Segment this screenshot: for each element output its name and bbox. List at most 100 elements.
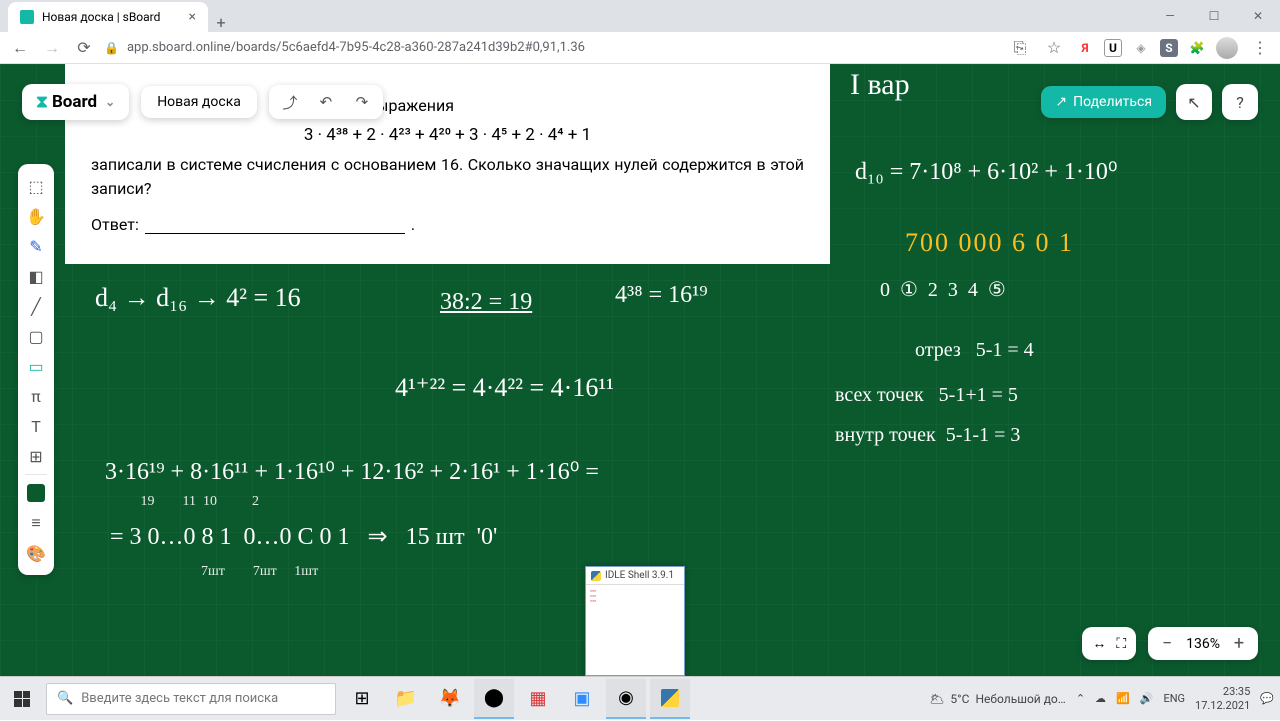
menu-icon[interactable]: ⋮ [1248, 36, 1272, 60]
pi-tool[interactable]: π [22, 382, 50, 410]
weather-widget[interactable]: 🌥 5°C Небольшой до… [929, 692, 1066, 706]
pdf-icon[interactable]: ▦ [518, 679, 558, 719]
url-bar[interactable]: 🔒 app.sboard.online/boards/5c6aefd4-7b95… [104, 40, 1000, 55]
firefox-icon[interactable]: 🦊 [430, 679, 470, 719]
shape-tool[interactable]: ▢ [22, 322, 50, 350]
install-app-icon[interactable]: ⎘ [1008, 36, 1032, 60]
obs-icon[interactable]: ◉ [606, 679, 646, 719]
palette-tool[interactable]: 🎨 [22, 539, 50, 567]
close-button[interactable]: ✕ [1236, 0, 1280, 32]
ext-cube-icon[interactable]: ◈ [1132, 39, 1150, 57]
yandex-ext-icon[interactable]: Я [1076, 39, 1094, 57]
date: 17.12.2021 [1195, 699, 1250, 712]
zoom-out-button[interactable]: − [1158, 633, 1176, 654]
zoom-in-button[interactable]: + [1230, 633, 1248, 654]
problem-question: записали в системе счисления с основание… [91, 153, 804, 201]
share-label: Поделиться [1073, 94, 1152, 110]
logo-text: Board [52, 92, 97, 112]
grid-tool[interactable]: ⊞ [22, 442, 50, 470]
ext-u-icon[interactable]: U [1104, 39, 1122, 57]
hand-tool[interactable]: ✋ [22, 202, 50, 230]
stroke-width-tool[interactable]: ≡ [22, 509, 50, 537]
hw-otrez: отрез 5-1 = 4 [915, 339, 1034, 361]
zoom-level: 136% [1186, 636, 1220, 652]
upload-icon[interactable]: ⤴ [279, 91, 301, 113]
chrome-icon[interactable]: ⬤ [474, 679, 514, 719]
tab-close-icon[interactable]: × [189, 9, 196, 25]
hw-d10: d₁₀ = 7·10⁸ + 6·10² + 1·10⁰ [855, 159, 1118, 185]
problem-expression: 3 · 4³⁸ + 2 · 4²³ + 4²⁰ + 3 · 4⁵ + 2 · 4… [91, 125, 804, 145]
hw-d4: d₄ → d₁₆ → 4² = 16 [95, 284, 301, 313]
help-button[interactable]: ? [1222, 84, 1258, 120]
text-tool[interactable]: T [22, 412, 50, 440]
hw-sum: 3·16¹⁹ + 8·16¹¹ + 1·16¹⁰ + 12·16² + 2·16… [105, 459, 599, 485]
view-controls: ↔ ⛶ [1082, 627, 1136, 660]
weather-icon: 🌥 [929, 692, 944, 706]
bookmark-star-icon[interactable]: ☆ [1042, 36, 1066, 60]
browser-tab[interactable]: Новая доска | sBoard × [8, 2, 208, 32]
taskbar-thumbnail[interactable]: IDLE Shell 3.9.1 >>> >>> >>> [585, 566, 685, 676]
python-idle-icon[interactable] [650, 679, 690, 719]
chevron-down-icon[interactable]: ⌄ [105, 95, 115, 109]
start-button[interactable] [0, 677, 44, 721]
tab-title: Новая доска | sBoard [42, 10, 160, 24]
language-indicator[interactable]: ENG [1163, 692, 1185, 705]
browser-titlebar: Новая доска | sBoard × + — ☐ ✕ [0, 0, 1280, 32]
line-tool[interactable]: ╱ [22, 292, 50, 320]
volume-icon[interactable]: 🔊 [1140, 692, 1154, 705]
zoom-app-icon[interactable]: ▣ [562, 679, 602, 719]
reload-button[interactable]: ⟳ [72, 36, 96, 60]
hw-result: = 3 0…0 8 1 0…0 C 0 1 ⇒ 15 шт '0' [110, 524, 497, 550]
sboard-logo[interactable]: ⧗ Board ⌄ [22, 84, 129, 120]
notifications-icon[interactable]: 💬 [1260, 692, 1274, 705]
ext-puzzle-icon[interactable]: 🧩 [1188, 39, 1206, 57]
share-icon: ↗ [1055, 94, 1067, 110]
taskbar-search[interactable]: 🔍 Введите здесь текст для поиска [46, 683, 336, 715]
fit-width-icon[interactable]: ↔ [1092, 635, 1106, 652]
share-button[interactable]: ↗ Поделиться [1041, 86, 1166, 118]
system-tray: 🌥 5°C Небольшой до… ⌃ ☁ 📶 🔊 ENG 23:35 17… [929, 685, 1280, 711]
minimize-button[interactable]: — [1148, 0, 1192, 32]
hw-result-sub: 7шт 7шт 1шт [180, 564, 318, 579]
new-tab-button[interactable]: + [208, 13, 234, 32]
library-tool[interactable]: ▭ [22, 352, 50, 380]
search-placeholder: Введите здесь текст для поиска [81, 691, 278, 706]
wifi-icon[interactable]: 📶 [1116, 692, 1130, 705]
cloud-icon[interactable]: ☁ [1095, 692, 1106, 705]
select-tool[interactable]: ⬚ [22, 172, 50, 200]
zoom-controls: − 136% + [1148, 627, 1258, 660]
fullscreen-icon[interactable]: ⛶ [1116, 636, 1126, 652]
windows-logo-icon [14, 691, 30, 707]
redo-icon[interactable]: ↷ [351, 91, 373, 113]
clock[interactable]: 23:35 17.12.2021 [1195, 685, 1250, 711]
weather-desc: Небольшой до… [975, 692, 1065, 706]
back-button[interactable]: ← [8, 36, 32, 60]
task-view-icon[interactable]: ⊞ [342, 679, 382, 719]
url-text: app.sboard.online/boards/5c6aefd4-7b95-4… [127, 40, 585, 55]
explorer-icon[interactable]: 📁 [386, 679, 426, 719]
document-name[interactable]: Новая доска [141, 86, 257, 118]
bolt-icon: ⧗ [36, 92, 48, 112]
ext-s-icon[interactable]: S [1160, 39, 1178, 57]
hw-4pow38: 4³⁸ = 16¹⁹ [615, 282, 708, 308]
eraser-tool[interactable]: ◧ [22, 262, 50, 290]
pen-tool[interactable]: ✎ [22, 232, 50, 260]
tray-chevron-icon[interactable]: ⌃ [1076, 692, 1085, 705]
hw-vsex: всех точек 5-1+1 = 5 [835, 384, 1018, 406]
thumbnail-title: IDLE Shell 3.9.1 [586, 567, 684, 585]
cursor-tool-button[interactable]: ↖ [1176, 84, 1212, 120]
answer-label: Ответ: [91, 215, 139, 234]
undo-icon[interactable]: ↶ [315, 91, 337, 113]
maximize-button[interactable]: ☐ [1192, 0, 1236, 32]
taskbar-apps: ⊞ 📁 🦊 ⬤ ▦ ▣ ◉ [342, 679, 690, 719]
color-swatch[interactable] [22, 479, 50, 507]
python-icon [591, 571, 601, 581]
hw-positions: 0 ① 2 3 4 ⑤ [880, 279, 1006, 301]
time: 23:35 [1195, 685, 1250, 698]
search-icon: 🔍 [57, 691, 73, 706]
lock-icon: 🔒 [104, 41, 119, 55]
top-actions: ⤴ ↶ ↷ [269, 85, 383, 119]
profile-avatar[interactable] [1216, 37, 1238, 59]
forward-button[interactable]: → [40, 36, 64, 60]
hw-variant: I вар [850, 68, 910, 101]
